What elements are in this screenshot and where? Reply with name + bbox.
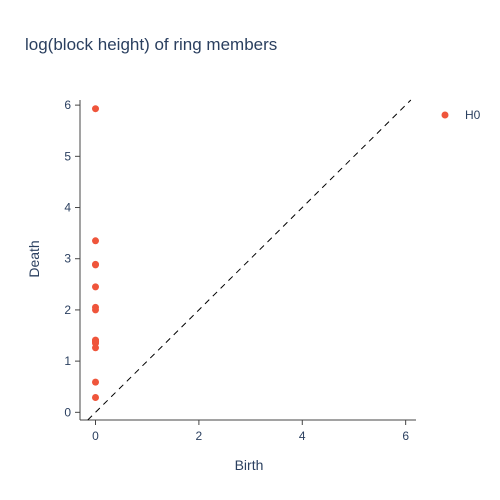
y-axis-title: Death	[26, 240, 42, 277]
legend-marker-h0	[441, 111, 449, 119]
data-point	[92, 237, 100, 245]
y-tick-label: 2	[64, 303, 71, 317]
data-point	[92, 338, 100, 346]
x-tick-label: 6	[402, 429, 409, 443]
x-tick-label: 0	[92, 429, 99, 443]
y-tick-label: 4	[64, 201, 71, 215]
y-tick-label: 5	[64, 149, 71, 163]
chart-title: log(block height) of ring members	[25, 35, 277, 54]
x-axis-title: Birth	[235, 457, 264, 473]
data-point	[92, 283, 100, 291]
data-point	[92, 260, 100, 268]
legend-label-h0: H0	[465, 108, 481, 122]
y-tick-label: 0	[64, 405, 71, 419]
data-point	[92, 378, 100, 386]
legend[interactable]: H0	[441, 108, 481, 122]
x-tick-label: 4	[299, 429, 306, 443]
y-tick-label: 1	[64, 354, 71, 368]
data-point	[92, 393, 100, 401]
y-tick-label: 3	[64, 252, 71, 266]
y-tick-label: 6	[64, 98, 71, 112]
plot-area: 0 1 2 3 4 5 6 0 2 4 6	[64, 98, 416, 443]
data-point	[92, 303, 100, 311]
x-tick-label: 2	[196, 429, 203, 443]
diagonal-line	[87, 99, 412, 421]
data-point	[92, 105, 100, 113]
